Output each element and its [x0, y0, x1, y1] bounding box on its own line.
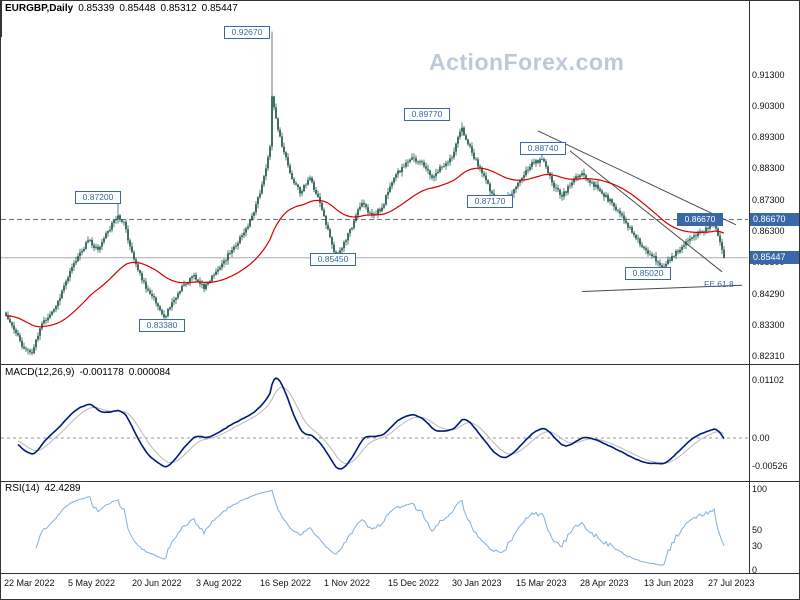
- quote-high: 0.85448: [119, 3, 156, 14]
- macd-signal-line: [17, 386, 725, 465]
- price-axis-separator: [749, 1, 750, 573]
- macd-value-signal: 0.000084: [128, 367, 171, 378]
- macd-header: MACD(12,26,9) -0.001178 0.000084: [5, 367, 175, 378]
- watermark: ActionForex.com: [429, 49, 625, 75]
- rsi-value: 42.4289: [44, 483, 81, 494]
- moving-average-line: [5, 167, 725, 328]
- candle-wicks: [5, 31, 725, 356]
- rsi-line: [35, 489, 725, 566]
- macd-value-main: -0.001178: [79, 367, 124, 378]
- trendline-1: [537, 130, 737, 226]
- quote-header: EURGBP,Daily 0.85339 0.85448 0.85312 0.85447: [5, 3, 243, 14]
- fib-extension-line: [581, 284, 743, 292]
- quote-low: 0.85312: [160, 3, 197, 14]
- panel-separator-macd: [1, 481, 799, 482]
- macd-label: MACD(12,26,9): [5, 367, 75, 378]
- rsi-label: RSI(14): [5, 483, 40, 494]
- rsi-header: RSI(14) 42.4289: [5, 483, 86, 494]
- panel-separator-rsi: [1, 573, 799, 574]
- trendline-2: [569, 150, 723, 273]
- candle-bodies: [5, 96, 725, 354]
- panel-separator-main: [1, 364, 799, 365]
- symbol-timeframe: EURGBP,Daily: [5, 3, 74, 14]
- quote-close: 0.85447: [201, 3, 238, 14]
- quote-open: 0.85339: [78, 3, 115, 14]
- macd-main-line: [17, 377, 725, 470]
